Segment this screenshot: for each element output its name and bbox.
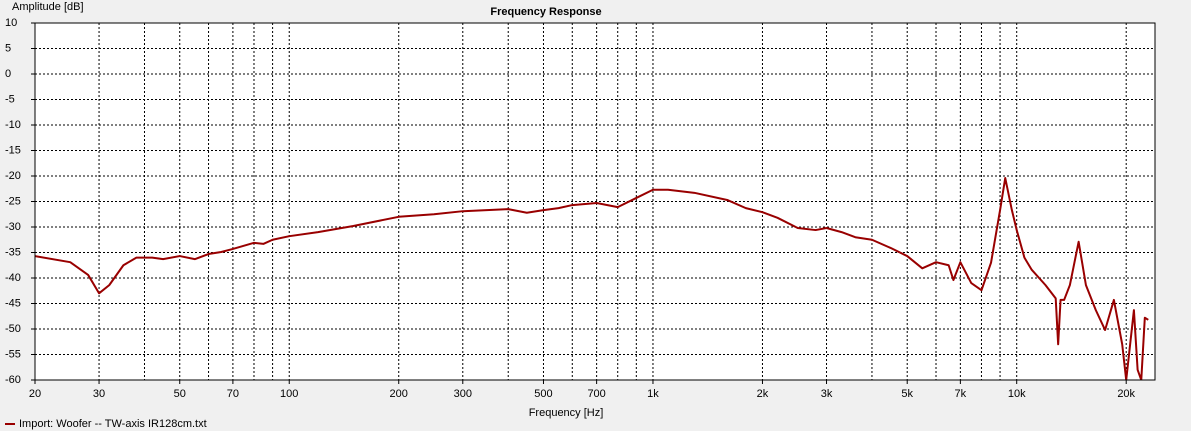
x-axis-label: Frequency [Hz] <box>529 407 604 419</box>
x-tick-label: 30 <box>93 388 105 400</box>
y-tick-label: -15 <box>5 144 21 156</box>
y-tick-label: -25 <box>5 195 21 207</box>
y-tick-label: 5 <box>5 42 11 54</box>
y-tick-label: -50 <box>5 323 21 335</box>
x-tick-label: 500 <box>534 388 552 400</box>
y-tick-label: -10 <box>5 119 21 131</box>
x-tick-label: 70 <box>227 388 239 400</box>
y-tick-label: -60 <box>5 374 21 386</box>
x-tick-label: 20 <box>29 388 41 400</box>
plot <box>35 177 1149 380</box>
x-tick-label: 7k <box>955 388 967 400</box>
y-axis-label: Amplitude [dB] <box>12 1 84 13</box>
y-tick-label: -20 <box>5 170 21 182</box>
x-tick-label: 5k <box>901 388 913 400</box>
x-tick-label: 300 <box>454 388 472 400</box>
x-tick-label: 10k <box>1008 388 1026 400</box>
y-tick-label: -30 <box>5 221 21 233</box>
x-tick-label: 3k <box>821 388 833 400</box>
series-line <box>35 177 1149 380</box>
y-tick-label: -45 <box>5 297 21 309</box>
x-tick-label: 2k <box>757 388 769 400</box>
y-tick-label: -55 <box>5 348 21 360</box>
y-tick-label: -35 <box>5 246 21 258</box>
y-tick-label: 10 <box>5 17 17 29</box>
x-tick-label: 50 <box>174 388 186 400</box>
y-tick-label: 0 <box>5 68 11 80</box>
x-tick-label: 20k <box>1117 388 1135 400</box>
x-tick-label: 100 <box>280 388 298 400</box>
chart-title: Frequency Response <box>490 6 601 18</box>
grid <box>31 22 1155 384</box>
y-tick-label: -40 <box>5 272 21 284</box>
x-tick-label: 700 <box>587 388 605 400</box>
legend-label: Import: Woofer -- TW-axis IR128cm.txt <box>19 418 207 430</box>
y-tick-label: -5 <box>5 93 15 105</box>
plot-frame <box>34 22 1156 381</box>
x-tick-label: 1k <box>647 388 659 400</box>
x-tick-label: 200 <box>390 388 408 400</box>
